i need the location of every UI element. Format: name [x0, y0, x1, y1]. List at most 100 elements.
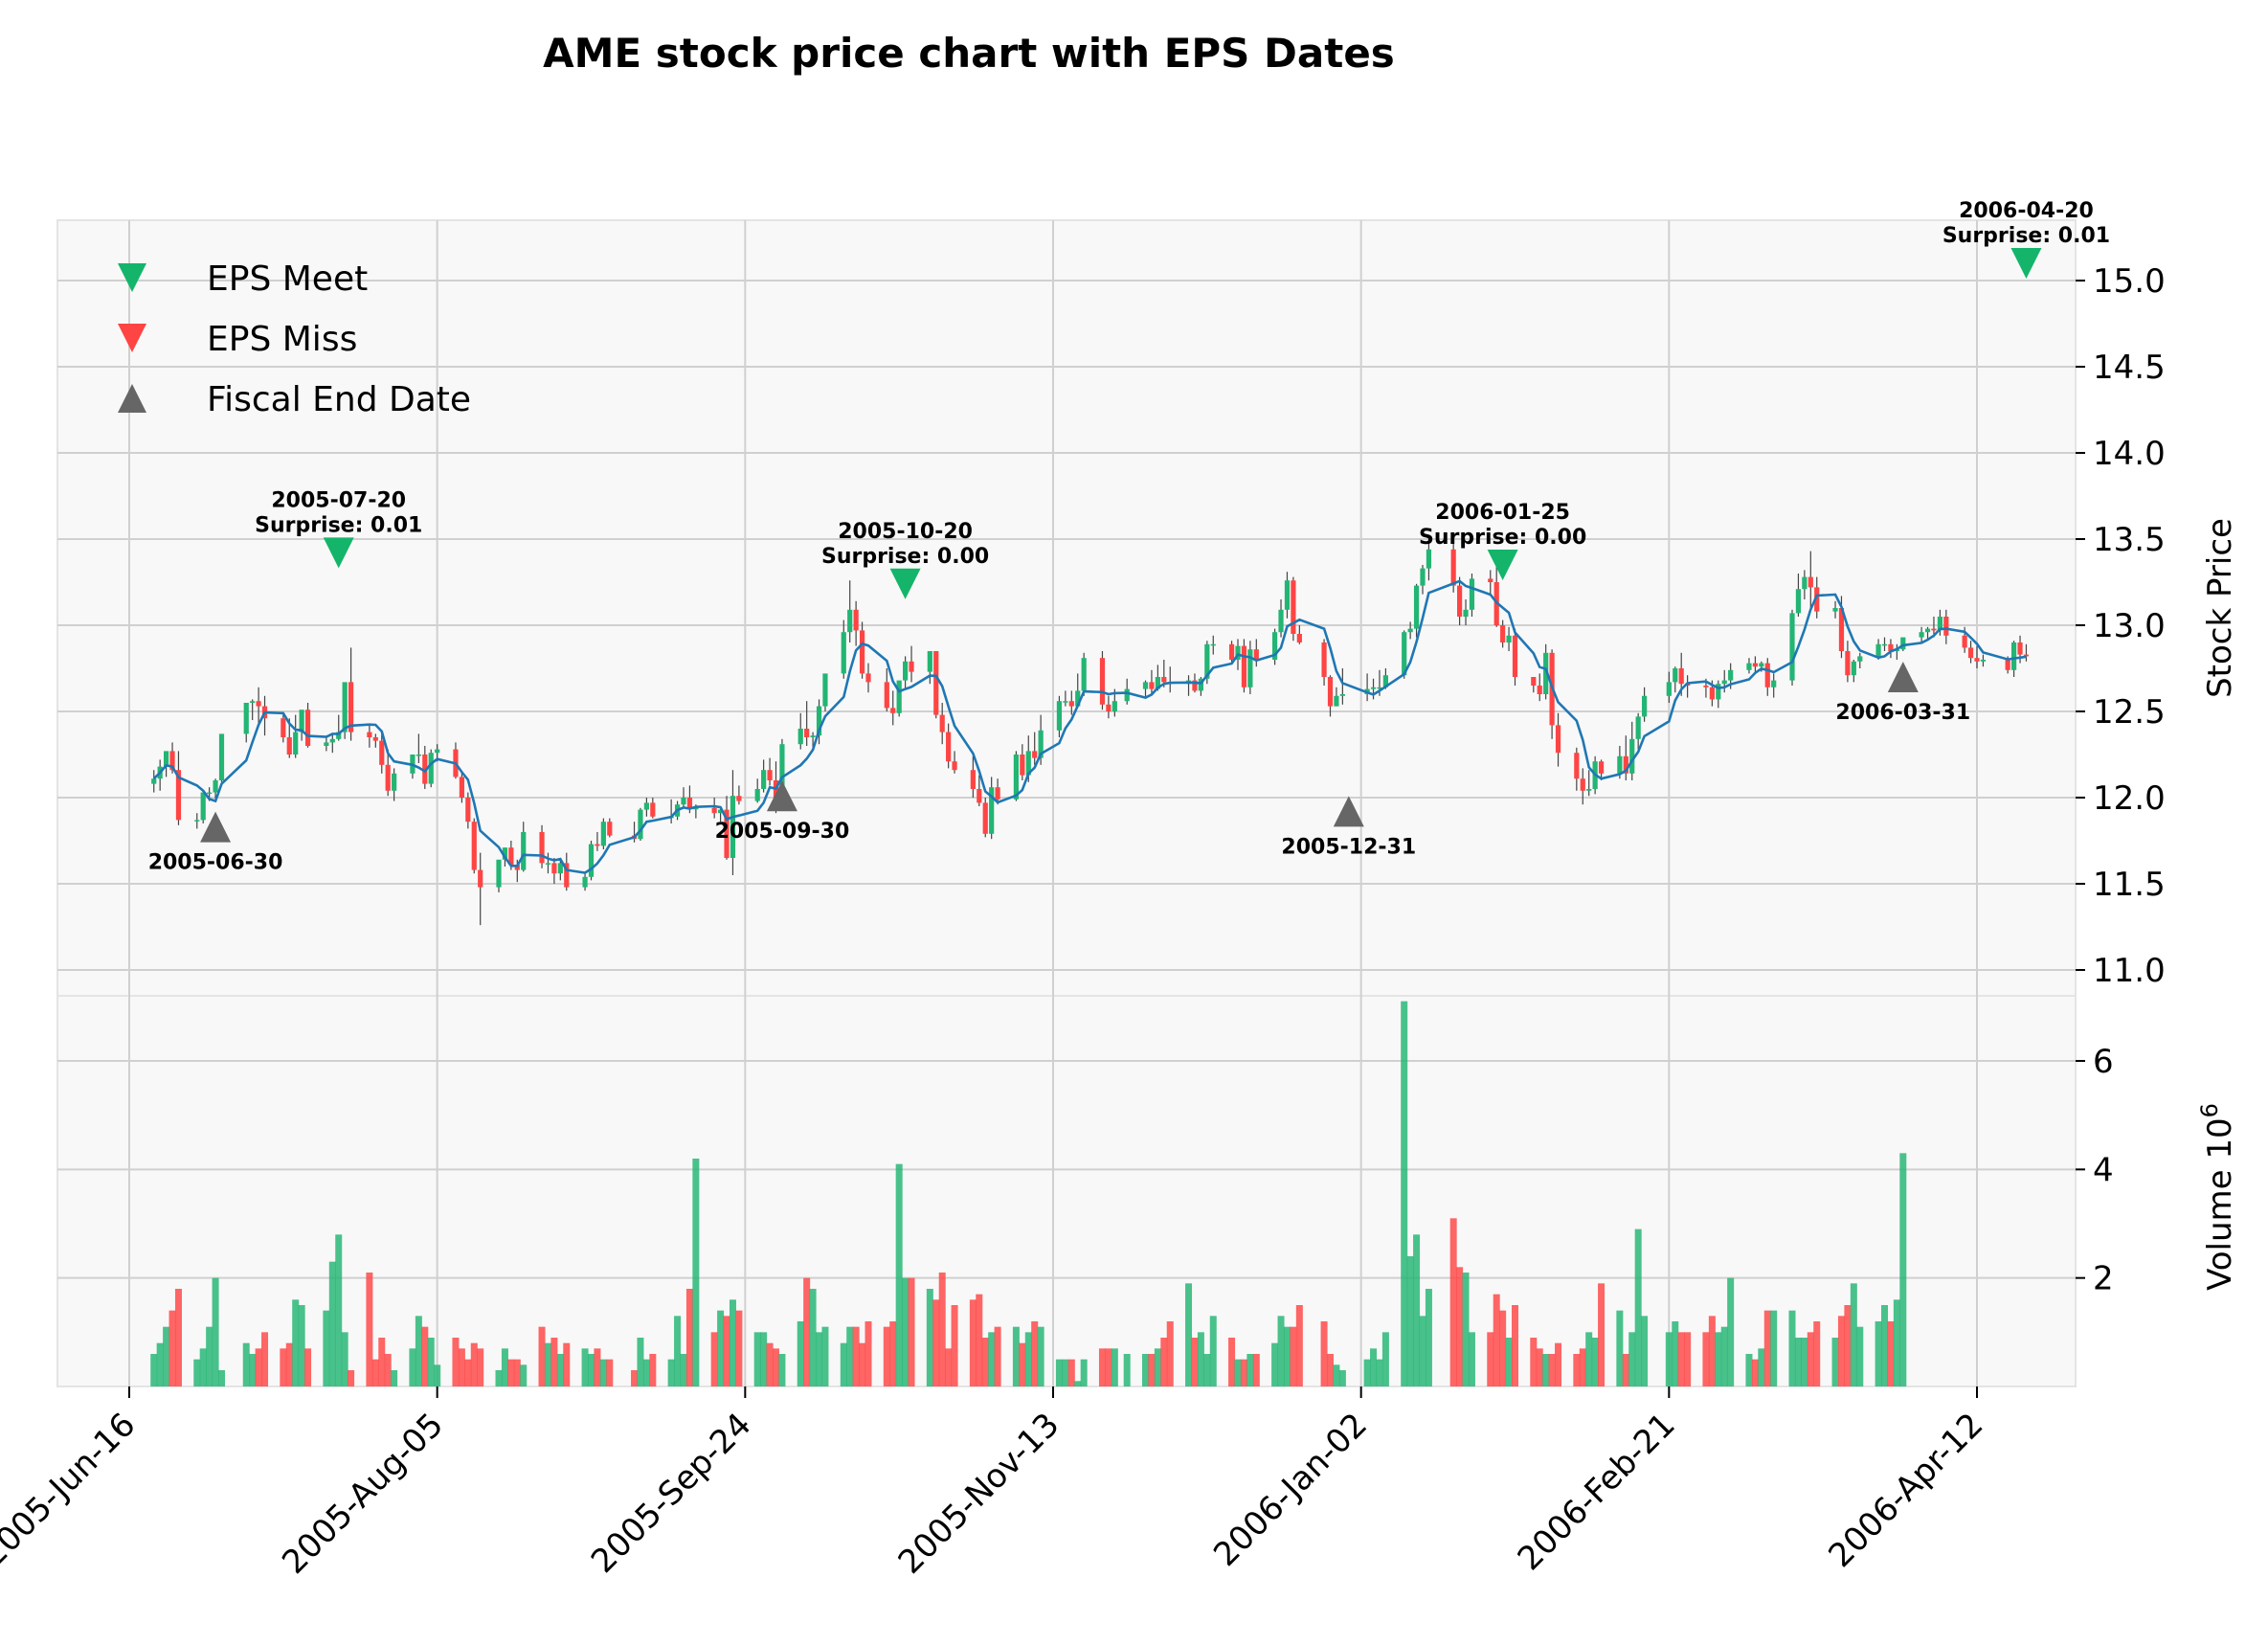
candle-body — [286, 737, 292, 755]
candle-body — [1678, 668, 1684, 685]
candle-body — [2023, 654, 2030, 657]
candle-body — [989, 787, 995, 834]
candle-body — [1857, 656, 1863, 662]
candle-body — [1752, 663, 1758, 667]
candle-body — [903, 661, 909, 681]
candle-body — [1068, 701, 1074, 707]
volume-bar — [434, 1364, 441, 1386]
candle-body — [1334, 695, 1339, 707]
candle-body — [1204, 643, 1210, 679]
volume-bar — [378, 1338, 386, 1386]
volume-bar — [1333, 1364, 1340, 1386]
volume-bar — [865, 1321, 872, 1386]
y-axis-label-volume: Volume 106 — [2196, 1103, 2239, 1291]
volume-bar — [994, 1326, 1001, 1386]
volume-bar — [883, 1326, 890, 1386]
candle-body — [367, 732, 372, 737]
chart-title: AME stock price chart with EPS Dates — [543, 30, 1395, 77]
volume-bar — [477, 1348, 484, 1386]
volume-bar — [889, 1321, 897, 1386]
candle-body — [1106, 704, 1112, 711]
candle-body — [977, 789, 982, 803]
volume-bar — [1856, 1326, 1864, 1386]
y-axis-label-price: Stock Price — [2201, 518, 2239, 698]
candle-body — [1555, 725, 1561, 754]
volume-bar — [988, 1332, 996, 1386]
volume-bar — [1807, 1332, 1814, 1386]
volume-bar — [335, 1234, 343, 1386]
candle-body — [1155, 677, 1160, 689]
volume-bar — [938, 1273, 946, 1386]
candle-body — [551, 863, 557, 874]
volume-bar — [384, 1354, 392, 1386]
candle-body — [736, 796, 742, 801]
volume-bar — [199, 1348, 207, 1386]
volume-bar — [717, 1310, 725, 1386]
candle-body — [1025, 751, 1031, 776]
candle-body — [1931, 628, 1937, 631]
volume-bar — [895, 1163, 903, 1386]
volume-bar — [371, 1359, 379, 1386]
candle-body — [336, 732, 342, 739]
candle-body — [1327, 677, 1334, 707]
candle-body — [1531, 677, 1537, 686]
volume-bar — [1763, 1310, 1771, 1386]
volume-bar — [520, 1364, 528, 1386]
candle-body — [1728, 669, 1734, 681]
candle-body — [1272, 632, 1278, 660]
volume-bar — [766, 1342, 774, 1386]
candle-body — [582, 876, 588, 888]
candle-body — [1888, 643, 1894, 651]
candle-body — [256, 701, 261, 707]
volume-bar — [1512, 1305, 1518, 1386]
volume-bar — [710, 1332, 718, 1386]
volume-bar — [1185, 1283, 1193, 1386]
candle-body — [595, 844, 600, 846]
volume-bar — [945, 1348, 953, 1386]
volume-bar — [1338, 1370, 1346, 1386]
candle-body — [1321, 642, 1327, 677]
volume-bar — [391, 1370, 398, 1386]
volume-bar — [1142, 1354, 1149, 1386]
volume-bar — [1573, 1354, 1581, 1386]
volume-bar — [1240, 1359, 1247, 1386]
volume-bar — [902, 1277, 909, 1386]
candle-body — [1900, 637, 1906, 650]
volume-bar — [735, 1310, 743, 1386]
volume-bar — [1758, 1348, 1765, 1386]
volume-bar — [1413, 1234, 1421, 1386]
volume-bar — [1684, 1332, 1692, 1386]
candle-body — [564, 863, 570, 888]
candle-body — [1278, 609, 1284, 633]
candle-body — [1192, 680, 1198, 691]
candle-body — [1808, 576, 1813, 588]
volume-bar — [150, 1354, 158, 1386]
candle-body — [1617, 755, 1623, 774]
candle-body — [1426, 549, 1432, 569]
price-tick-label: 14.5 — [2093, 349, 2166, 387]
candle-body — [1673, 668, 1678, 683]
candle-body — [194, 820, 200, 822]
volume-bar — [723, 1316, 730, 1386]
volume-bar — [1012, 1326, 1020, 1386]
volume-bar — [427, 1338, 435, 1386]
volume-bar — [1295, 1305, 1303, 1386]
candle-body — [1838, 608, 1845, 651]
volume-bar — [816, 1332, 823, 1386]
candle-body — [1235, 645, 1241, 660]
volume-tick-label: 2 — [2093, 1260, 2114, 1298]
volume-bar — [1536, 1348, 1543, 1386]
volume-bar — [1794, 1338, 1802, 1386]
candle-body — [1161, 677, 1167, 683]
volume-bar — [464, 1359, 472, 1386]
candle-body — [2011, 642, 2017, 670]
volume-bar — [1462, 1273, 1470, 1386]
candle-body — [1635, 716, 1641, 739]
price-tick-label: 13.5 — [2093, 521, 2166, 559]
candle-body — [638, 809, 643, 840]
volume-bar — [821, 1326, 829, 1386]
volume-bar — [1579, 1348, 1586, 1386]
candle-body — [545, 863, 551, 865]
candle-body — [767, 770, 773, 780]
